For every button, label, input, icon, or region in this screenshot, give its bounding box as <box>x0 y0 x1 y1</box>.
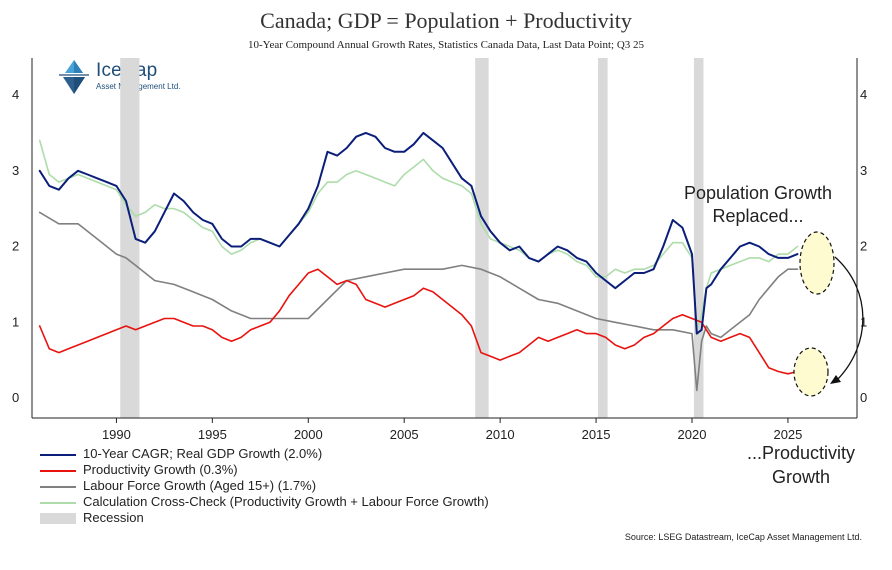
y-tick-label-left-3: 3 <box>12 163 19 178</box>
recession-band-0 <box>120 58 140 418</box>
legend-swatch-labour <box>40 486 76 488</box>
series-lines <box>38 131 799 392</box>
annotation-overlays <box>793 231 864 397</box>
legend-label-productivity: Productivity Growth (0.3%) <box>83 462 238 477</box>
y-tick-label-left-0: 0 <box>12 390 19 405</box>
annotation-bottom-line1: ...Productivity <box>746 443 856 463</box>
annotation-bottom-line2: Growth <box>771 467 831 487</box>
arrow-head-icon <box>830 375 841 384</box>
y-tick-label-right-1: 1 <box>860 314 867 329</box>
chart-title: Canada; GDP = Population + Productivity <box>260 8 632 33</box>
annotation-population: Population Growth Replaced... <box>658 182 858 228</box>
legend-label-recession: Recession <box>83 510 144 525</box>
annotation-top-line1: Population Growth <box>683 183 833 203</box>
legend-label-labour: Labour Force Growth (Aged 15+) (1.7%) <box>83 478 317 493</box>
x-tick-label-2015: 2015 <box>582 427 611 442</box>
x-tick-label-2000: 2000 <box>294 427 323 442</box>
x-tick-label-2005: 2005 <box>390 427 419 442</box>
recession-band-1 <box>475 58 489 418</box>
legend-swatch-recession <box>40 513 76 524</box>
series-line-gdp <box>38 131 799 335</box>
legend-swatch-gdp <box>40 454 76 456</box>
y-tick-label-right-2: 2 <box>860 239 867 254</box>
source-note: Source: LSEG Datastream, IceCap Asset Ma… <box>624 532 862 542</box>
recession-band-3 <box>693 58 704 418</box>
x-tick-label-2020: 2020 <box>678 427 707 442</box>
highlight-circle-lower <box>793 347 829 397</box>
y-tick-label-left-1: 1 <box>12 314 19 329</box>
recession-bands <box>120 58 704 418</box>
legend-swatch-crosscheck <box>40 502 76 504</box>
series-line-labour <box>38 211 799 392</box>
iceberg-logo-icon <box>59 60 89 94</box>
y-tick-label-right-3: 3 <box>860 163 867 178</box>
annotation-top-line2: Replaced... <box>712 206 804 226</box>
recession-band-2 <box>597 58 608 418</box>
legend-swatch-productivity <box>40 470 76 472</box>
x-tick-label-2025: 2025 <box>773 427 802 442</box>
series-line-crosscheck <box>38 139 799 331</box>
highlight-circle-upper <box>799 231 835 295</box>
replacement-arrow <box>834 256 864 382</box>
series-line-productivity <box>38 268 799 375</box>
annotation-productivity: ...Productivity Growth <box>716 441 886 489</box>
y-tick-label-left-4: 4 <box>12 87 19 102</box>
legend-label-crosscheck: Calculation Cross-Check (Productivity Gr… <box>83 494 489 509</box>
y-tick-label-left-2: 2 <box>12 239 19 254</box>
chart-axes: 1990 1995 2000 2005 2010 2015 2020 2025 0 0 1 1 2 2 3 3… <box>12 58 867 442</box>
chart-subtitle: 10-Year Compound Annual Growth Rates, St… <box>247 39 645 51</box>
y-tick-label-right-0: 0 <box>860 390 867 405</box>
y-tick-label-right-4: 4 <box>860 87 867 102</box>
legend-label-gdp: 10-Year CAGR; Real GDP Growth (2.0%) <box>83 446 323 461</box>
x-tick-label-2010: 2010 <box>486 427 515 442</box>
x-tick-label-1995: 1995 <box>198 427 227 442</box>
x-tick-label-1990: 1990 <box>102 427 131 442</box>
